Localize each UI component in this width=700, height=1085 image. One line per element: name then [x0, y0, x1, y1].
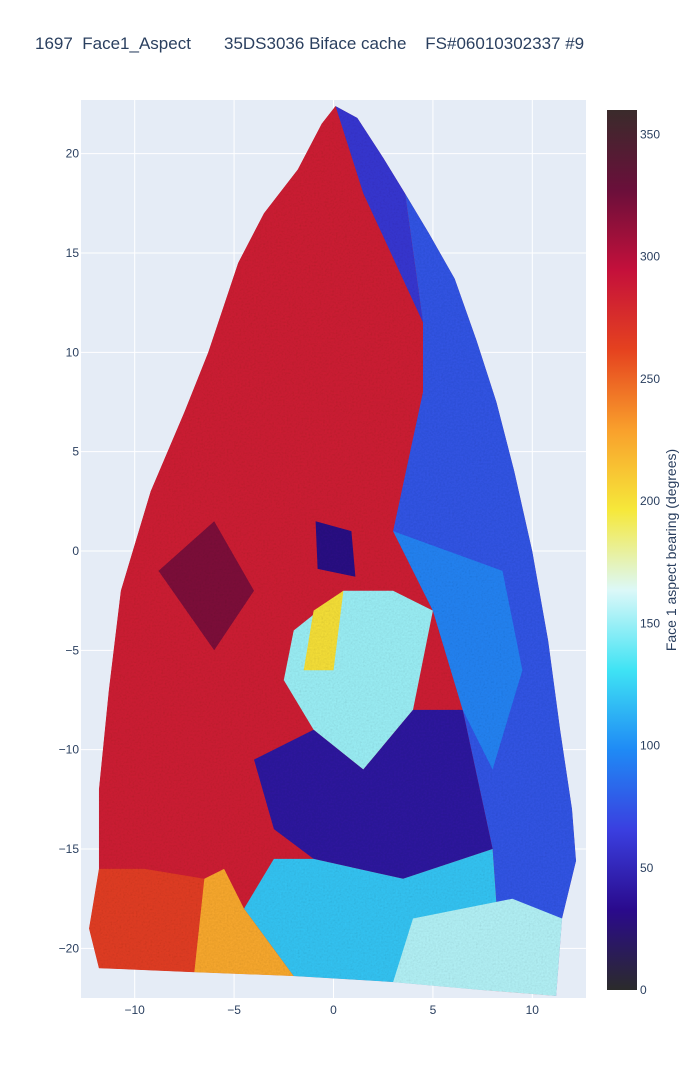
y-axis-ticks: −20 −15 −10 −5 0 5 10 15 20 — [59, 147, 80, 956]
aspect-region — [303, 590, 344, 671]
y-tick-label: −10 — [59, 743, 80, 757]
x-tick-label: 5 — [430, 1003, 437, 1017]
chart-title: 1697 Face1_Aspect 35DS3036 Biface cache … — [35, 34, 585, 53]
colorbar-gradient — [607, 110, 637, 990]
x-tick-label: 10 — [526, 1003, 540, 1017]
y-tick-label: −20 — [59, 941, 80, 955]
aspect-region — [335, 106, 423, 323]
colorbar-tick-label: 0 — [640, 983, 647, 997]
colorbar-tick-label: 150 — [640, 616, 660, 630]
colorbar-title: Face 1 aspect bearing (degrees) — [663, 449, 679, 651]
aspect-region — [393, 898, 563, 996]
y-tick-label: 5 — [72, 445, 79, 459]
y-tick-label: 0 — [72, 544, 79, 558]
colorbar-ticks: 0 50 100 150 200 250 300 350 — [640, 127, 660, 997]
y-tick-label: −5 — [65, 643, 79, 657]
colorbar-tick-label: 100 — [640, 739, 660, 753]
aspect-surface — [89, 106, 577, 996]
aspect-region — [315, 521, 356, 577]
aspect-region — [393, 531, 523, 770]
x-axis-ticks: −10 −5 0 5 10 — [125, 1003, 540, 1017]
y-tick-label: 10 — [66, 345, 80, 359]
aspect-region — [158, 521, 254, 651]
x-tick-label: 0 — [330, 1003, 337, 1017]
colorbar-tick-label: 250 — [640, 372, 660, 386]
colorbar-tick-label: 200 — [640, 494, 660, 508]
aspect-region — [89, 868, 205, 973]
colorbar-tick-label: 350 — [640, 127, 660, 141]
y-tick-label: 15 — [66, 246, 80, 260]
x-tick-label: −10 — [125, 1003, 146, 1017]
y-tick-label: −15 — [59, 842, 80, 856]
colorbar: 0 50 100 150 200 250 300 350 Face 1 aspect bear… — [607, 110, 679, 997]
aspect-region — [89, 106, 423, 973]
y-tick-label: 20 — [66, 147, 80, 161]
aspect-region — [254, 709, 493, 879]
colorbar-tick-label: 50 — [640, 861, 654, 875]
aspect-region — [194, 868, 294, 977]
colorbar-tick-label: 300 — [640, 250, 660, 264]
x-tick-label: −5 — [227, 1003, 241, 1017]
